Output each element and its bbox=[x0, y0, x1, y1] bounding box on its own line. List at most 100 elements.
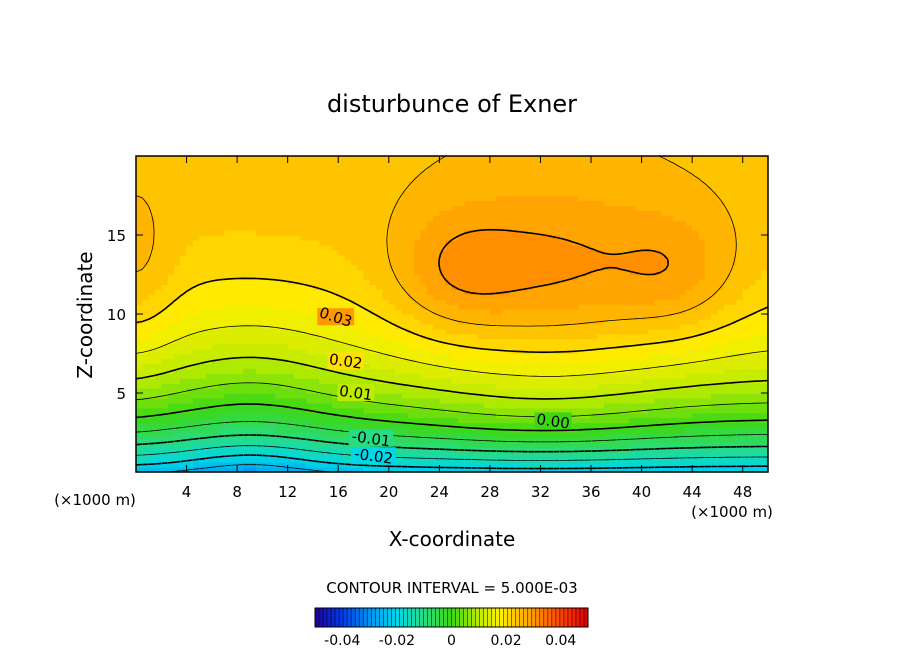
heat-cell bbox=[331, 452, 339, 458]
heat-cell bbox=[281, 235, 289, 241]
heat-cell bbox=[622, 294, 630, 300]
heat-cell bbox=[224, 417, 232, 424]
heat-cell bbox=[452, 343, 459, 350]
heat-cell bbox=[249, 427, 257, 434]
heat-cell bbox=[742, 388, 750, 394]
heat-cell bbox=[553, 353, 561, 360]
heat-cell bbox=[338, 467, 346, 472]
heat-cell bbox=[660, 284, 668, 290]
heat-cell bbox=[477, 388, 485, 394]
heat-cell bbox=[679, 427, 687, 434]
heat-cell bbox=[420, 289, 428, 295]
heat-cell bbox=[458, 427, 466, 434]
heat-cell bbox=[647, 363, 655, 369]
heat-cell bbox=[211, 348, 219, 355]
heat-cell bbox=[136, 284, 143, 290]
heat-cell bbox=[559, 447, 567, 453]
heat-cell bbox=[470, 343, 478, 350]
heat-cell bbox=[287, 402, 295, 409]
heat-cell bbox=[294, 225, 301, 231]
heat-cell bbox=[527, 447, 535, 453]
heat-cell bbox=[628, 338, 636, 345]
heat-cell bbox=[546, 309, 554, 315]
heat-cell bbox=[237, 289, 245, 295]
heat-cell bbox=[736, 353, 744, 360]
heat-cell bbox=[698, 378, 706, 384]
heat-cell bbox=[452, 328, 459, 335]
heat-cell bbox=[401, 402, 409, 409]
heat-cell bbox=[287, 383, 295, 389]
heat-cell bbox=[192, 388, 200, 394]
heat-cell bbox=[357, 244, 365, 251]
heat-cell bbox=[154, 373, 162, 379]
heat-cell bbox=[363, 239, 371, 246]
heat-cell bbox=[262, 235, 270, 241]
heat-cell bbox=[761, 343, 768, 350]
heat-cell bbox=[237, 314, 245, 320]
heat-cell bbox=[350, 269, 358, 276]
heat-cell bbox=[369, 304, 377, 310]
heat-cell bbox=[445, 299, 453, 305]
heat-cell bbox=[414, 412, 421, 419]
heat-cell bbox=[205, 239, 213, 246]
heat-cell bbox=[578, 284, 586, 290]
heat-cell bbox=[180, 239, 188, 246]
heat-cell bbox=[679, 284, 687, 290]
heat-cell bbox=[281, 259, 289, 266]
heat-cell bbox=[230, 373, 238, 379]
heat-cell bbox=[205, 427, 213, 434]
heat-cell bbox=[717, 225, 725, 231]
heat-cell bbox=[243, 274, 251, 281]
heat-cell bbox=[167, 254, 175, 261]
heat-cell bbox=[414, 309, 421, 315]
heat-cell bbox=[489, 323, 497, 330]
heat-cell bbox=[287, 309, 295, 315]
heat-cell bbox=[161, 397, 169, 404]
heat-cell bbox=[616, 383, 624, 389]
heat-cell bbox=[458, 249, 466, 256]
heat-cell bbox=[616, 259, 624, 266]
heat-cell bbox=[730, 225, 737, 231]
heat-cell bbox=[211, 279, 219, 285]
heat-cell bbox=[603, 309, 611, 315]
heat-cell bbox=[647, 353, 655, 360]
heat-cell bbox=[515, 225, 523, 231]
heat-cell bbox=[660, 442, 668, 448]
heat-cell bbox=[521, 328, 529, 335]
heat-cell bbox=[591, 235, 598, 241]
heat-cell bbox=[521, 447, 529, 453]
heat-cell bbox=[679, 363, 687, 369]
heat-cell bbox=[275, 462, 282, 468]
heat-cell bbox=[401, 407, 409, 414]
heat-cell bbox=[546, 244, 554, 251]
heat-cell bbox=[136, 393, 143, 399]
heat-cell bbox=[249, 314, 257, 320]
heat-cell bbox=[426, 452, 434, 458]
heat-cell bbox=[527, 378, 535, 384]
heat-cell bbox=[407, 225, 415, 231]
heat-cell bbox=[717, 289, 725, 295]
heat-cell bbox=[641, 249, 649, 256]
heat-cell bbox=[654, 294, 662, 300]
heat-cell bbox=[666, 269, 674, 276]
heat-cell bbox=[527, 353, 535, 360]
heat-cell bbox=[357, 235, 365, 241]
heat-cell bbox=[666, 373, 674, 379]
heat-cell bbox=[268, 397, 276, 404]
heat-cell bbox=[173, 225, 181, 231]
heat-cell bbox=[312, 328, 320, 335]
heat-cell bbox=[470, 402, 478, 409]
heat-cell bbox=[338, 343, 346, 350]
heat-cell bbox=[534, 239, 542, 246]
heat-cell bbox=[376, 353, 384, 360]
heat-cell bbox=[749, 230, 756, 236]
heat-cell bbox=[502, 417, 510, 424]
heat-cell bbox=[603, 378, 611, 384]
heat-cell bbox=[142, 417, 150, 424]
heat-cell bbox=[603, 279, 611, 285]
heat-cell bbox=[692, 294, 700, 300]
heat-cell bbox=[515, 318, 523, 325]
heat-cell bbox=[502, 432, 510, 439]
heat-cell bbox=[622, 333, 630, 340]
heat-cell bbox=[249, 388, 257, 394]
